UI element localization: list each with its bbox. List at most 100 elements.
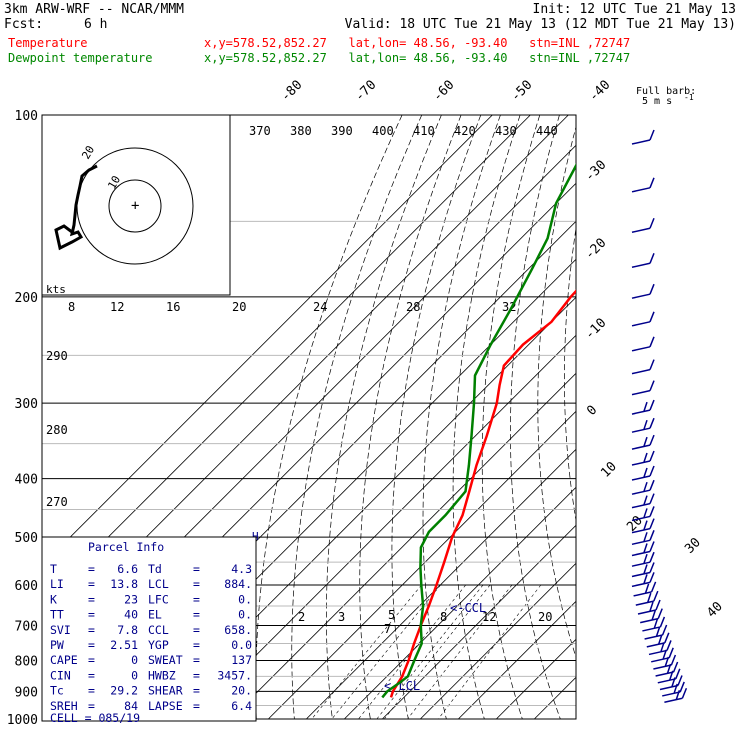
wind-barb-staff xyxy=(631,227,651,233)
parcel-eq: = xyxy=(88,623,95,637)
parcel-value: 137 xyxy=(231,653,252,667)
theta-label: 430 xyxy=(495,124,517,138)
parcel-eq: = xyxy=(88,668,95,682)
isotherm xyxy=(230,372,576,720)
theta-label: 380 xyxy=(290,124,312,138)
wind-barb-flag xyxy=(653,590,659,602)
wind-barb-flag xyxy=(659,616,666,628)
low-mixing-label: 5 xyxy=(388,608,395,622)
parcel-eq: = xyxy=(88,608,95,622)
parcel-eq: = xyxy=(88,684,95,698)
isotherm-label-right: 30 xyxy=(682,535,704,557)
wind-barb-flag xyxy=(657,608,663,619)
parcel-value: 20. xyxy=(231,684,252,698)
wind-barb-staff xyxy=(631,262,651,269)
isotherm-label-top: -50 xyxy=(508,78,535,105)
wind-barb-staff xyxy=(631,581,651,588)
wind-barb-flag xyxy=(671,677,676,687)
parcel-value: 40 xyxy=(124,608,138,622)
theta-label: 410 xyxy=(413,124,435,138)
parcel-key: LAPSE xyxy=(148,699,183,713)
parcel-key: TT xyxy=(50,608,64,622)
parcel-eq: = xyxy=(193,668,200,682)
forecast-label: Fcst: xyxy=(4,17,44,32)
isotherm-label-top: -70 xyxy=(352,78,379,105)
parcel-value: 0 xyxy=(131,653,138,667)
parcel-eq: = xyxy=(193,623,200,637)
hodograph-ring-label-10: 10 xyxy=(105,174,123,192)
wind-barb-flag xyxy=(649,562,655,573)
dry-adiabat xyxy=(590,115,674,719)
dry-adiabat xyxy=(359,115,462,720)
isotherm xyxy=(42,115,493,566)
wind-barb-flag xyxy=(649,450,655,462)
dry-adiabat xyxy=(687,115,740,719)
wind-barb-flag xyxy=(649,177,655,189)
parcel-eq: = xyxy=(193,638,200,652)
parcel-eq: = xyxy=(193,577,200,591)
isotherm xyxy=(420,562,576,720)
parcel-key: SHEAR xyxy=(148,684,183,698)
pressure-label: 1000 xyxy=(7,713,38,728)
parcel-key: LFC xyxy=(148,592,169,606)
wind-barb-flag xyxy=(649,336,655,348)
wind-barb-staff xyxy=(631,539,651,546)
wind-barb-staff xyxy=(635,600,654,606)
parcel-info-panel: Parcel Info T = 6.6 Td = 4.3 LI = 13.8 LCL = 884. K =… xyxy=(41,536,257,725)
sounding-traces xyxy=(381,162,576,699)
isotherm-label-top: -60 xyxy=(430,78,457,105)
wind-barb-staff xyxy=(631,550,651,557)
wind-barb-flag xyxy=(681,687,688,699)
temperature-legend: Temperature xyxy=(8,36,88,50)
isotherm xyxy=(306,448,576,720)
parcel-eq: = xyxy=(88,562,95,576)
isotherm-label-top: -80 xyxy=(278,78,305,105)
dewpoint-trace xyxy=(381,162,576,699)
wind-barb-flag xyxy=(649,572,655,583)
theta-e-label: 290 xyxy=(46,349,68,363)
wind-barb-staff xyxy=(631,427,651,433)
parcel-value: 884. xyxy=(224,577,252,591)
wind-barb-flag xyxy=(677,675,683,686)
parcel-key: Td xyxy=(148,562,162,576)
pressure-label: 400 xyxy=(15,473,38,488)
low-mixing-label: 12 xyxy=(482,610,496,624)
wind-barb-flag xyxy=(655,599,661,611)
parcel-key: PW xyxy=(50,638,64,652)
parcel-eq: = xyxy=(88,653,95,667)
parcel-value: 0. xyxy=(238,608,252,622)
parcel-value: 0. xyxy=(238,592,252,606)
parcel-frame xyxy=(41,536,257,722)
wind-barb-flag xyxy=(647,592,652,603)
wind-barb-flag xyxy=(658,634,663,645)
wind-barb-flag xyxy=(675,668,681,680)
parcel-key: SWEAT xyxy=(148,653,183,667)
wind-barb-flag xyxy=(651,610,656,620)
low-mixing-label: 8 xyxy=(440,610,447,624)
wind-barb-flag xyxy=(643,401,648,412)
wind-barb-flag xyxy=(649,479,655,491)
parcel-key: LI xyxy=(50,577,64,591)
wind-barb-staff xyxy=(640,617,659,624)
isotherm xyxy=(458,600,576,720)
plot-frame xyxy=(41,114,577,720)
wind-barb-flag xyxy=(649,434,655,446)
low-mixing-label: 7 xyxy=(384,622,391,636)
isotherm xyxy=(534,676,576,720)
wind-barb-staff xyxy=(633,591,652,597)
pressure-label: 100 xyxy=(15,109,38,124)
parcel-key: HWBZ xyxy=(148,668,176,682)
dewpoint-location: x,y=578.52,852.27 lat,lon= 48.56, -93.40… xyxy=(204,51,631,65)
mixing-ratio-line xyxy=(438,584,542,720)
wind-barb-flag xyxy=(643,574,648,584)
wind-barb-flag xyxy=(649,465,655,477)
wind-barb-flag xyxy=(670,654,677,666)
mixing-ratio-line xyxy=(311,584,422,720)
dewpoint-legend: Dewpoint temperature xyxy=(8,51,153,65)
parcel-eq: = xyxy=(193,684,200,698)
dry-adiabat xyxy=(537,125,576,659)
mixing-ratio-label: 24 xyxy=(313,300,327,314)
dry-adiabat xyxy=(664,115,740,719)
dry-adiabat xyxy=(452,115,521,720)
wind-barb-staff xyxy=(631,409,651,415)
